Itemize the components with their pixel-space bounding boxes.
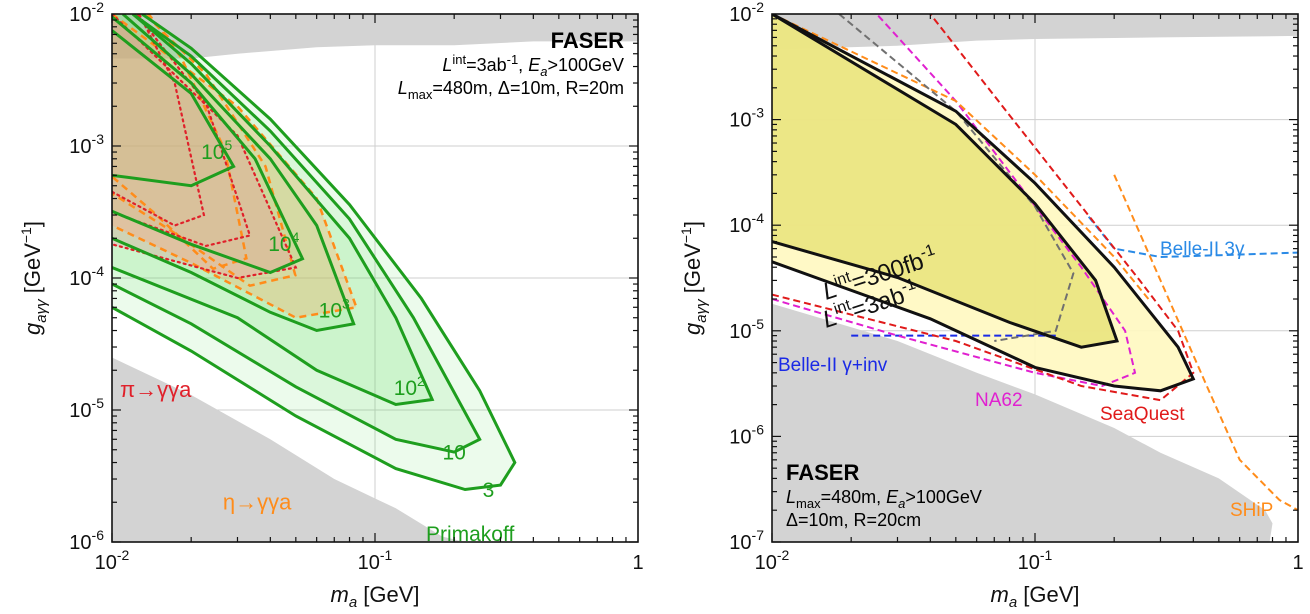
right-x-tick-label: 10-2	[755, 547, 790, 574]
left-x-axis-label: ma [GeV]	[330, 582, 419, 611]
primakoff-label: Primakoff	[426, 523, 514, 546]
right-x-tick-label: 1	[1292, 552, 1303, 574]
faser-300fb-contour	[772, 14, 1120, 349]
right-y-tick-label: 10-6	[729, 421, 764, 448]
eta-contour-1	[112, 14, 297, 288]
right-info-line2: Δ=10m, R=20cm	[786, 510, 921, 530]
left-ticks: 10-2 10-1 1 10-6 10-5 10-4 10-3 10-2	[69, 0, 643, 574]
experiment-curve-5	[772, 14, 1150, 300]
left-y-axis-label: gaγγ [GeV−1]	[18, 221, 50, 335]
primakoff-contour-2	[112, 14, 435, 407]
right-excluded-region-top	[772, 14, 1298, 50]
right-info-title: FASER	[786, 460, 859, 485]
primakoff-contour-0	[112, 14, 517, 492]
primakoff-contour-3	[112, 14, 356, 333]
primakoff-level-label: 105	[201, 137, 232, 164]
right-ticks: 10-2 10-1 1 10-7 10-6 10-5 10-4 10-3 10-2	[729, 0, 1303, 574]
left-y-tick-label: 10-4	[69, 263, 104, 290]
belle2-gamma-inv-label: Belle-II γ+inv	[778, 355, 888, 376]
ship-label: SHiP	[1230, 500, 1273, 521]
pi-contour-1	[112, 14, 252, 248]
right-x-axis-label: ma [GeV]	[990, 582, 1079, 611]
primakoff-fill-4	[112, 16, 303, 273]
left-y-tick-label: 10-6	[69, 527, 104, 554]
faser-3ab-contour	[772, 14, 1196, 393]
experiment-curve-3	[772, 14, 1195, 402]
left-x-tick-label: 10-1	[358, 547, 393, 574]
faser-300fb-fill	[772, 14, 1117, 348]
left-excluded-region-bottom	[112, 357, 466, 542]
primakoff-level-label: 103	[319, 296, 350, 323]
left-info-line2: Lmax=480m, Δ=10m, R=20m	[398, 78, 624, 102]
right-info-line1: Lmax=480m, Ea>100GeV	[786, 487, 982, 511]
primakoff-level-label: 10	[442, 442, 465, 465]
primakoff-level-label: 104	[268, 229, 299, 256]
right-y-tick-label: 10-7	[729, 527, 764, 554]
right-y-tick-label: 10-3	[729, 105, 764, 132]
primakoff-fill-5	[112, 30, 234, 186]
right-y-tick-label: 10-2	[729, 0, 764, 26]
left-plot-area: 3 10 102 103 104 105 Primakoff η→γγa π→γγa	[112, 14, 638, 546]
belle2-3gamma-label: Belle-II 3γ	[1160, 239, 1245, 260]
left-excluded-region-top	[112, 14, 638, 59]
left-info-line1: Lint=3ab-1, Ea>100GeV	[442, 52, 624, 79]
right-x-tick-label: 10-1	[1018, 547, 1053, 574]
experiment-curve-2	[772, 14, 1137, 388]
primakoff-contour-1	[112, 14, 482, 454]
left-info-title: FASER	[551, 28, 624, 53]
left-y-tick-label: 10-2	[69, 0, 104, 26]
left-x-tick-label: 10-2	[95, 547, 130, 574]
right-excluded-region-bottom	[772, 303, 1273, 542]
left-y-tick-label: 10-5	[69, 395, 104, 422]
right-y-tick-label: 10-4	[729, 210, 764, 237]
left-y-tick-label: 10-3	[69, 131, 104, 158]
primakoff-level-label: 102	[394, 373, 425, 400]
primakoff-level-label: 3	[483, 479, 495, 502]
pi-region-fill	[112, 14, 296, 278]
left-x-tick-label: 1	[632, 552, 643, 574]
primakoff-contour-4	[112, 15, 305, 275]
eta-label: η→γγa	[223, 490, 292, 515]
right-y-axis-label: gaγγ [GeV−1]	[678, 221, 710, 335]
primakoff-fill-1	[112, 14, 480, 453]
pi-label: π→γγa	[120, 377, 192, 402]
right-y-tick-label: 10-5	[729, 316, 764, 343]
primakoff-fill-3	[112, 14, 354, 331]
primakoff-contour-5	[112, 29, 236, 188]
pi-contour-0	[112, 14, 298, 280]
seaquest-label: SeaQuest	[1100, 404, 1185, 425]
experiment-curve-6	[838, 14, 1075, 342]
eta-contour-2	[112, 14, 248, 271]
na62-label: NA62	[975, 390, 1023, 411]
left-panel: 310102103104105Primakoffη→γγaπ→γγaFASERL…	[18, 0, 644, 611]
